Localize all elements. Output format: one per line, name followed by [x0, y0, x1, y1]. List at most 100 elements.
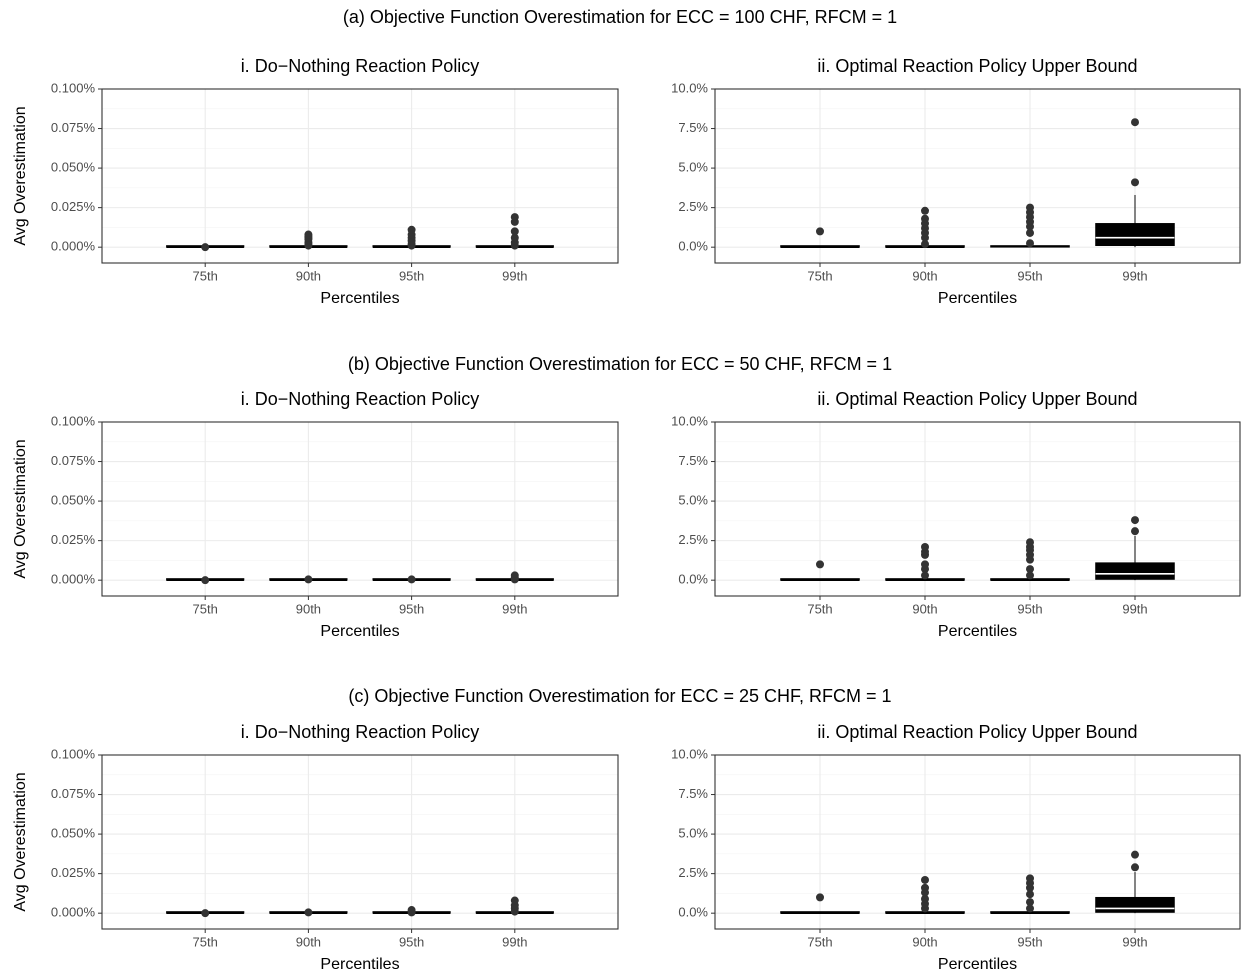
outlier-point: [921, 875, 929, 884]
box-99th: [1095, 850, 1175, 914]
y-tick-label: 0.050%: [51, 493, 96, 508]
outlier-point: [201, 243, 210, 252]
x-tick-label: 90th: [296, 601, 321, 616]
x-tick-label: 75th: [807, 268, 832, 283]
outlier-point: [1026, 228, 1034, 237]
box-body: [1095, 562, 1175, 580]
outlier-point: [304, 230, 313, 239]
row-title: (a) Objective Function Overestimation fo…: [343, 7, 897, 27]
box-99th: [475, 571, 554, 584]
panel-border: [101, 754, 619, 930]
y-tick-label: 10.0%: [671, 413, 708, 428]
box-95th: [990, 203, 1070, 248]
y-tick-label: 2.5%: [678, 865, 708, 880]
y-tick-label: 10.0%: [671, 746, 708, 761]
box-99th: [475, 213, 554, 250]
y-tick-label: 2.5%: [678, 199, 708, 214]
y-tick-label: 0.050%: [51, 160, 96, 175]
panel-title: i. Do−Nothing Reaction Policy: [241, 722, 480, 742]
x-tick-label: 99th: [1122, 268, 1147, 283]
x-tick-label: 99th: [502, 601, 527, 616]
x-tick-label: 90th: [912, 601, 937, 616]
outlier-point: [921, 560, 929, 569]
outlier-point: [304, 575, 313, 584]
outlier-point: [1026, 898, 1034, 907]
y-tick-label: 0.100%: [51, 413, 96, 428]
y-tick-label: 0.025%: [51, 865, 96, 880]
box-75th: [780, 227, 860, 248]
x-tick-label: 90th: [912, 934, 937, 949]
y-tick-label: 0.0%: [678, 905, 708, 920]
y-axis-label: Avg Overestimation: [12, 772, 29, 911]
x-tick-label: 90th: [296, 268, 321, 283]
box-75th: [780, 893, 860, 914]
box-95th: [990, 874, 1070, 914]
y-tick-label: 0.000%: [51, 572, 96, 587]
outlier-point: [1026, 904, 1034, 913]
outlier-point: [1131, 863, 1139, 872]
box-75th: [166, 576, 245, 585]
outlier-point: [1131, 178, 1139, 187]
outlier-point: [816, 227, 824, 236]
x-tick-label: 99th: [502, 268, 527, 283]
outlier-point: [921, 894, 929, 903]
panel-border: [714, 421, 1241, 597]
y-tick-label: 0.000%: [51, 239, 96, 254]
outlier-point: [1026, 890, 1034, 899]
box-90th: [885, 206, 965, 249]
chart-row-2: (b) Objective Function Overestimation fo…: [12, 354, 1241, 640]
outlier-point: [1026, 565, 1034, 574]
y-tick-label: 0.075%: [51, 453, 96, 468]
plot-area: [102, 422, 618, 596]
y-tick-label: 5.0%: [678, 826, 708, 841]
chart-row-1: (a) Objective Function Overestimation fo…: [12, 7, 1241, 307]
outlier-point: [921, 206, 929, 215]
y-tick-label: 0.0%: [678, 239, 708, 254]
outlier-point: [407, 225, 416, 234]
x-tick-label: 95th: [399, 601, 424, 616]
outlier-point: [1026, 203, 1034, 212]
x-axis-label: Percentiles: [320, 290, 399, 307]
box-99th: [475, 896, 554, 916]
x-tick-label: 99th: [1122, 601, 1147, 616]
y-tick-label: 7.5%: [678, 786, 708, 801]
panel-border: [101, 421, 619, 597]
box-90th: [885, 875, 965, 914]
panel-3-do-nothing: i. Do−Nothing Reaction Policy 0.000% 0.025…: [12, 722, 619, 973]
y-tick-label: 0.025%: [51, 532, 96, 547]
panel-2-optimal: ii. Optimal Reaction Policy Upper Bound 0…: [671, 389, 1241, 640]
outlier-point: [201, 576, 210, 585]
panel-border: [714, 754, 1241, 930]
outlier-point: [1131, 850, 1139, 859]
x-tick-label: 95th: [399, 268, 424, 283]
panel-2-do-nothing: i. Do−Nothing Reaction Policy 0.000% 0.025…: [12, 389, 619, 640]
box-99th: [1095, 516, 1175, 581]
x-tick-label: 95th: [399, 934, 424, 949]
outlier-point: [407, 906, 416, 915]
x-tick-label: 90th: [912, 268, 937, 283]
x-axis-label: Percentiles: [938, 623, 1017, 640]
x-tick-label: 99th: [502, 934, 527, 949]
x-tick-label: 99th: [1122, 934, 1147, 949]
outlier-point: [407, 575, 416, 584]
box-90th: [269, 230, 348, 250]
y-tick-label: 0.075%: [51, 786, 96, 801]
outlier-point: [816, 560, 824, 569]
outlier-point: [921, 883, 929, 892]
x-axis-label: Percentiles: [938, 290, 1017, 307]
y-tick-label: 0.050%: [51, 826, 96, 841]
panel-border: [714, 88, 1241, 264]
panel-title: i. Do−Nothing Reaction Policy: [241, 389, 480, 409]
outlier-point: [304, 908, 313, 917]
y-tick-label: 0.0%: [678, 572, 708, 587]
y-tick-label: 5.0%: [678, 493, 708, 508]
x-tick-label: 75th: [193, 934, 218, 949]
x-axis-label: Percentiles: [320, 956, 399, 973]
y-axis-label: Avg Overestimation: [12, 106, 29, 245]
panel-1-optimal: ii. Optimal Reaction Policy Upper Bound 0…: [671, 56, 1241, 307]
y-tick-label: 7.5%: [678, 120, 708, 135]
y-tick-label: 0.075%: [51, 120, 96, 135]
outlier-point: [1131, 527, 1139, 536]
x-tick-label: 75th: [807, 601, 832, 616]
